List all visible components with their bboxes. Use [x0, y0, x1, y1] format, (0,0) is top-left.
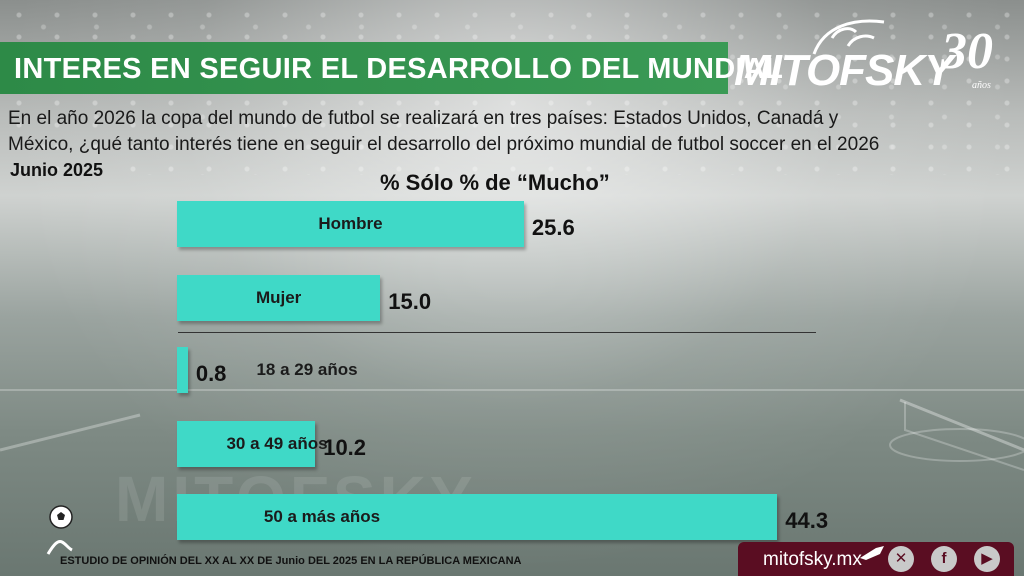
bar-50-a-mas-anos [177, 494, 778, 540]
x-icon[interactable]: ✕ [888, 546, 914, 572]
youtube-icon[interactable]: ▶ [974, 546, 1000, 572]
bar-hombre [177, 201, 524, 247]
bar-30-a-49-anos [177, 421, 316, 467]
bar-value-hombre: 25.6 [531, 215, 575, 240]
mitofsky-logo: MITOFSKY 30 años [734, 16, 1024, 104]
footer-social-box [738, 542, 1014, 576]
bar-value-30-a-49-anos: 10.2 [323, 435, 367, 460]
chart-title: % Sólo % de “Mucho” [380, 170, 610, 195]
laurel-icon [812, 19, 885, 55]
bar-18-a-29-anos [177, 347, 188, 393]
survey-date: Junio 2025 [10, 160, 104, 180]
facebook-icon[interactable]: f [931, 546, 957, 572]
site-link[interactable]: mitofsky.mx [763, 549, 862, 570]
bar-label-mujer: Mujer [255, 288, 302, 307]
study-note: ESTUDIO DE OPINIÓN DEL XX AL XX DE Junio… [60, 555, 522, 567]
page-title: INTERES EN SEGUIR EL DESARROLLO DEL MUND… [14, 53, 784, 85]
soccer-ball-icon [46, 505, 73, 555]
bar-value-50-a-mas-anos: 44.3 [785, 508, 829, 533]
bar-label-hombre: Hombre [318, 214, 383, 233]
survey-question-line1: En el año 2026 la copa del mundo de futb… [8, 108, 839, 129]
bar-mujer [177, 275, 381, 321]
logo-anniversary: 30 [941, 23, 993, 80]
bar-value-18-a-29-anos: 0.8 [195, 361, 227, 386]
rocket-icon [860, 546, 884, 560]
bar-label-50-a-mas-anos: 50 a más años [263, 507, 381, 526]
bar-label-30-a-49-anos: 30 a 49 años [226, 434, 328, 453]
logo-text: MITOFSKY [734, 46, 954, 95]
pitch-lines [0, 389, 1024, 471]
title-band [0, 42, 728, 94]
bar-label-18-a-29-anos: 18 a 29 años [256, 360, 358, 379]
logo-anniversary-suffix: años [972, 80, 991, 91]
group-divider [178, 332, 816, 333]
survey-question: En el año 2026 la copa del mundo de futb… [8, 106, 1018, 158]
bar-value-mujer: 15.0 [388, 289, 432, 314]
survey-question-line2: México, ¿qué tanto interés tiene en segu… [8, 134, 880, 155]
